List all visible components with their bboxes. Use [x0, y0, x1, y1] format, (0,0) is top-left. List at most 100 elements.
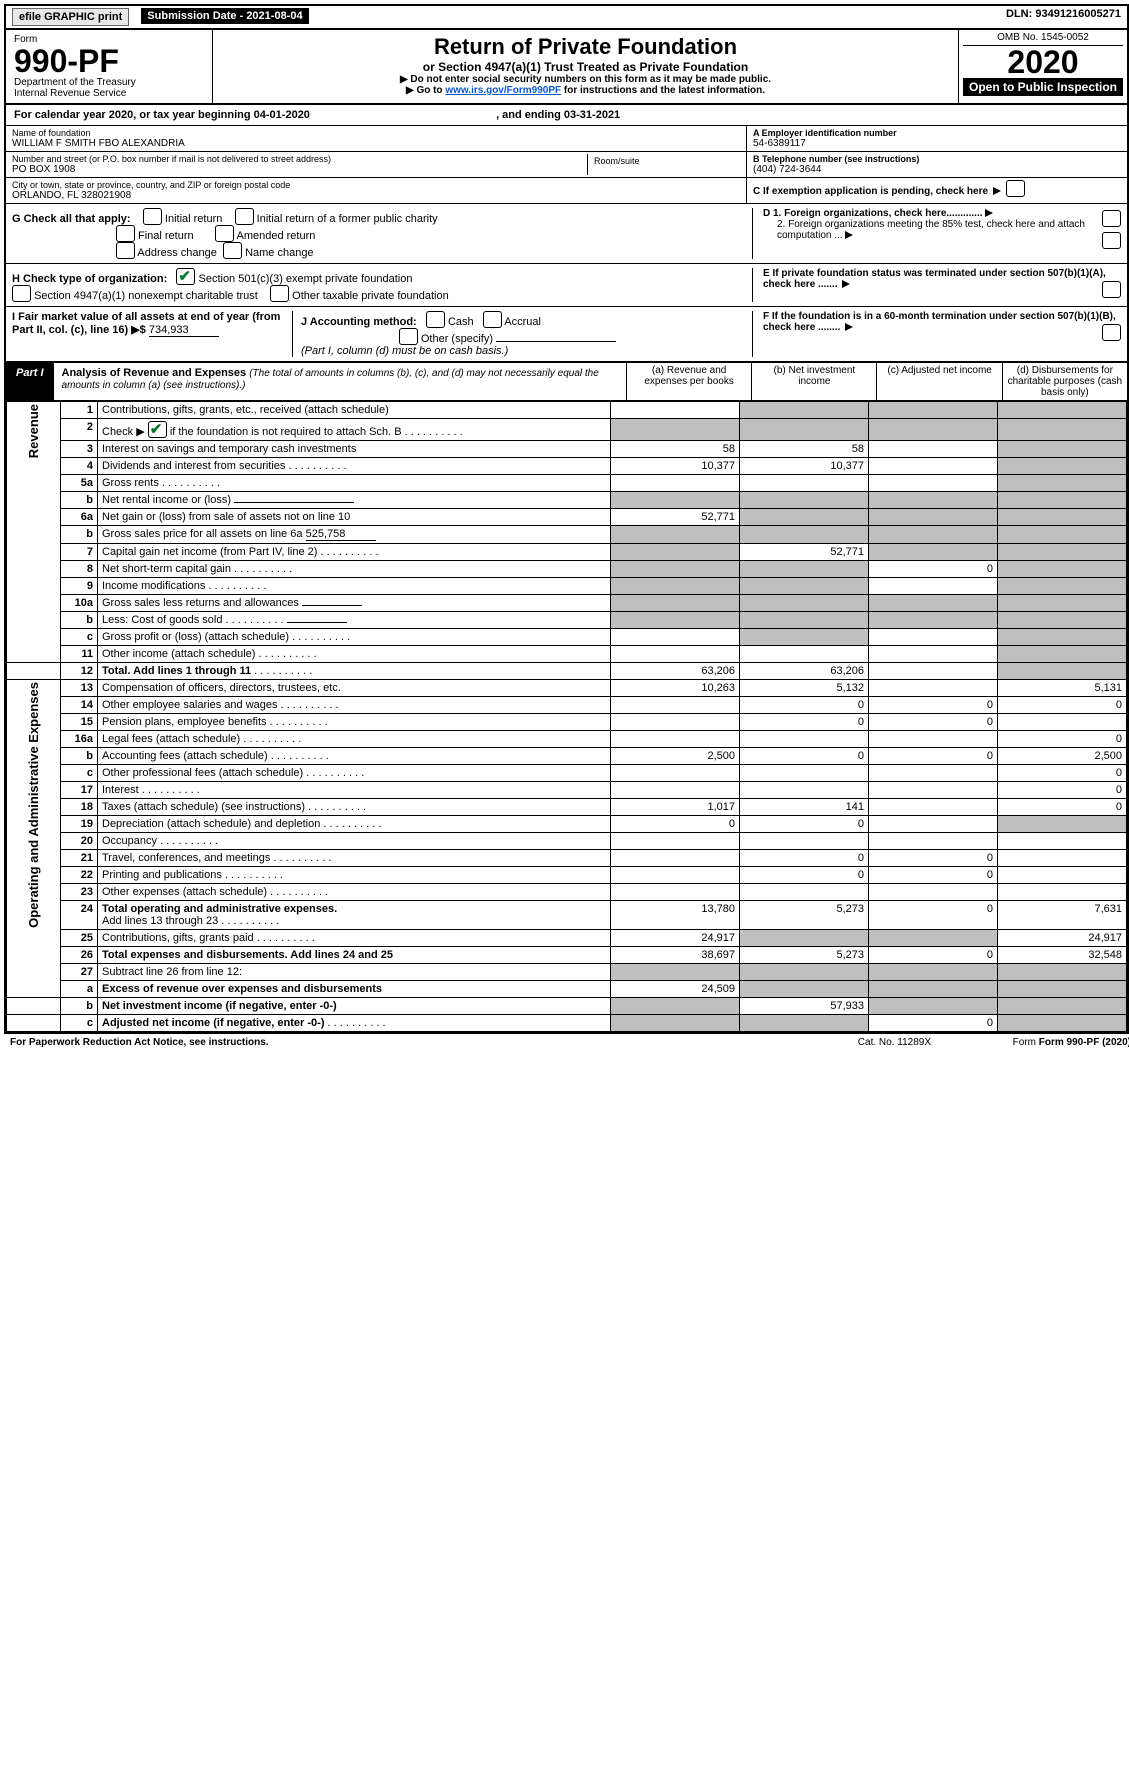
d2-checkbox[interactable] [1102, 232, 1121, 249]
desc: Interest on savings and temporary cash i… [98, 441, 611, 458]
amt-a: 58 [611, 441, 740, 458]
ln: b [61, 748, 98, 765]
table-row: 12Total. Add lines 1 through 1163,20663,… [7, 663, 1127, 680]
cal-mid: , and ending [496, 109, 564, 121]
phone: (404) 724-3644 [753, 164, 1121, 175]
desc: Gross profit or (loss) (attach schedule) [102, 631, 289, 643]
h-label: H Check type of organization: [12, 273, 167, 285]
ln: 24 [61, 901, 98, 930]
501c3-checkbox[interactable] [176, 268, 195, 285]
h-o3: Other taxable private foundation [292, 290, 449, 302]
amt-c: 0 [869, 561, 998, 578]
desc: Gross rents [102, 477, 159, 489]
desc: Total. Add lines 1 through 11 [102, 665, 251, 677]
desc: Accounting fees (attach schedule) [102, 750, 268, 762]
ln: 17 [61, 782, 98, 799]
name-label: Name of foundation [12, 128, 740, 138]
amt-a: 1,017 [611, 799, 740, 816]
table-row: 23Other expenses (attach schedule) [7, 884, 1127, 901]
d1-checkbox[interactable] [1102, 210, 1121, 227]
accrual-checkbox[interactable] [483, 311, 502, 328]
cat-no: Cat. No. 11289X [858, 1037, 931, 1048]
blank-line [302, 605, 362, 606]
table-row: bGross sales price for all assets on lin… [7, 526, 1127, 544]
desc: Pension plans, employee benefits [102, 716, 267, 728]
desc: Contributions, gifts, grants, etc., rece… [98, 402, 611, 419]
address-change-checkbox[interactable] [116, 242, 135, 259]
c-checkbox[interactable] [1006, 180, 1025, 197]
tax-year: 2020 [963, 46, 1123, 78]
cal-pre: For calendar year 2020, or tax year begi… [14, 109, 254, 121]
table-row: 15Pension plans, employee benefits00 [7, 714, 1127, 731]
other-taxable-checkbox[interactable] [270, 285, 289, 302]
final-return-checkbox[interactable] [116, 225, 135, 242]
ln: 1 [61, 402, 98, 419]
amt-a: 63,206 [611, 663, 740, 680]
city-state-zip: ORLANDO, FL 328021908 [12, 190, 740, 201]
amt-d: 0 [998, 765, 1127, 782]
amended-checkbox[interactable] [215, 225, 234, 242]
table-row: 24 Total operating and administrative exp… [7, 901, 1127, 930]
year-end: 03-31-2021 [564, 109, 620, 121]
desc: Total operating and administrative expen… [102, 903, 337, 915]
efile-print-button[interactable]: efile GRAPHIC print [12, 8, 129, 26]
desc: Printing and publications [102, 869, 222, 881]
table-row: 5a Gross rents [7, 475, 1127, 492]
desc: Other employee salaries and wages [102, 699, 277, 711]
address: PO BOX 1908 [12, 164, 587, 175]
h-section: H Check type of organization: Section 50… [6, 264, 1127, 307]
initial-former-checkbox[interactable] [235, 208, 254, 225]
ln: 10a [61, 595, 98, 612]
table-row: Operating and Administrative Expenses 13… [7, 680, 1127, 697]
amt-c: 0 [869, 947, 998, 964]
ln: b [61, 998, 98, 1015]
col-a-hdr: (a) Revenue and expenses per books [627, 363, 752, 400]
4947-checkbox[interactable] [12, 285, 31, 302]
instructions-link[interactable]: www.irs.gov/Form990PF [445, 85, 561, 96]
amt-b: 63,206 [740, 663, 869, 680]
amt-c: 0 [869, 850, 998, 867]
name-change-checkbox[interactable] [223, 242, 242, 259]
desc: Subtract line 26 from line 12: [98, 964, 611, 981]
g-o4: Amended return [236, 230, 315, 242]
desc: Interest [102, 784, 139, 796]
desc: Capital gain net income (from Part IV, l… [102, 546, 317, 558]
e-checkbox[interactable] [1102, 281, 1121, 298]
ln: 14 [61, 697, 98, 714]
city-label: City or town, state or province, country… [12, 180, 740, 190]
ln: 26 [61, 947, 98, 964]
ln: 5a [61, 475, 98, 492]
fmv-value: 734,933 [149, 324, 219, 337]
part1-header: Part I Analysis of Revenue and Expenses … [6, 361, 1127, 401]
phone-label: B Telephone number (see instructions) [753, 154, 1121, 164]
f-checkbox[interactable] [1102, 324, 1121, 341]
desc: Legal fees (attach schedule) [102, 733, 240, 745]
ln: 21 [61, 850, 98, 867]
table-row: 6aNet gain or (loss) from sale of assets… [7, 509, 1127, 526]
amt-b: 0 [740, 816, 869, 833]
desc: Income modifications [102, 580, 205, 592]
form-number: 990-PF [14, 43, 119, 79]
amt-b: 57,933 [740, 998, 869, 1015]
amt-b: 0 [740, 850, 869, 867]
desc: Excess of revenue over expenses and disb… [98, 981, 611, 998]
table-row: 20Occupancy [7, 833, 1127, 850]
j-label: J Accounting method: [301, 316, 417, 328]
schb-checkbox[interactable] [148, 421, 167, 438]
ijf-section: I Fair market value of all assets at end… [6, 307, 1127, 361]
other-method-checkbox[interactable] [399, 328, 418, 345]
ln: 27 [61, 964, 98, 981]
desc: Net gain or (loss) from sale of assets n… [98, 509, 611, 526]
amt-b: 52,771 [740, 544, 869, 561]
e-label: E If private foundation status was termi… [763, 268, 1106, 290]
initial-return-checkbox[interactable] [143, 208, 162, 225]
table-row: cGross profit or (loss) (attach schedule… [7, 629, 1127, 646]
amt-d: 2,500 [998, 748, 1127, 765]
table-row: 21Travel, conferences, and meetings00 [7, 850, 1127, 867]
desc2: Add lines 13 through 23 [102, 915, 218, 927]
cash-checkbox[interactable] [426, 311, 445, 328]
g-o5: Address change [137, 247, 217, 259]
ln: c [61, 765, 98, 782]
col-d-hdr: (d) Disbursements for charitable purpose… [1003, 363, 1127, 400]
table-row: 2Check ▶ if the foundation is not requir… [7, 419, 1127, 441]
